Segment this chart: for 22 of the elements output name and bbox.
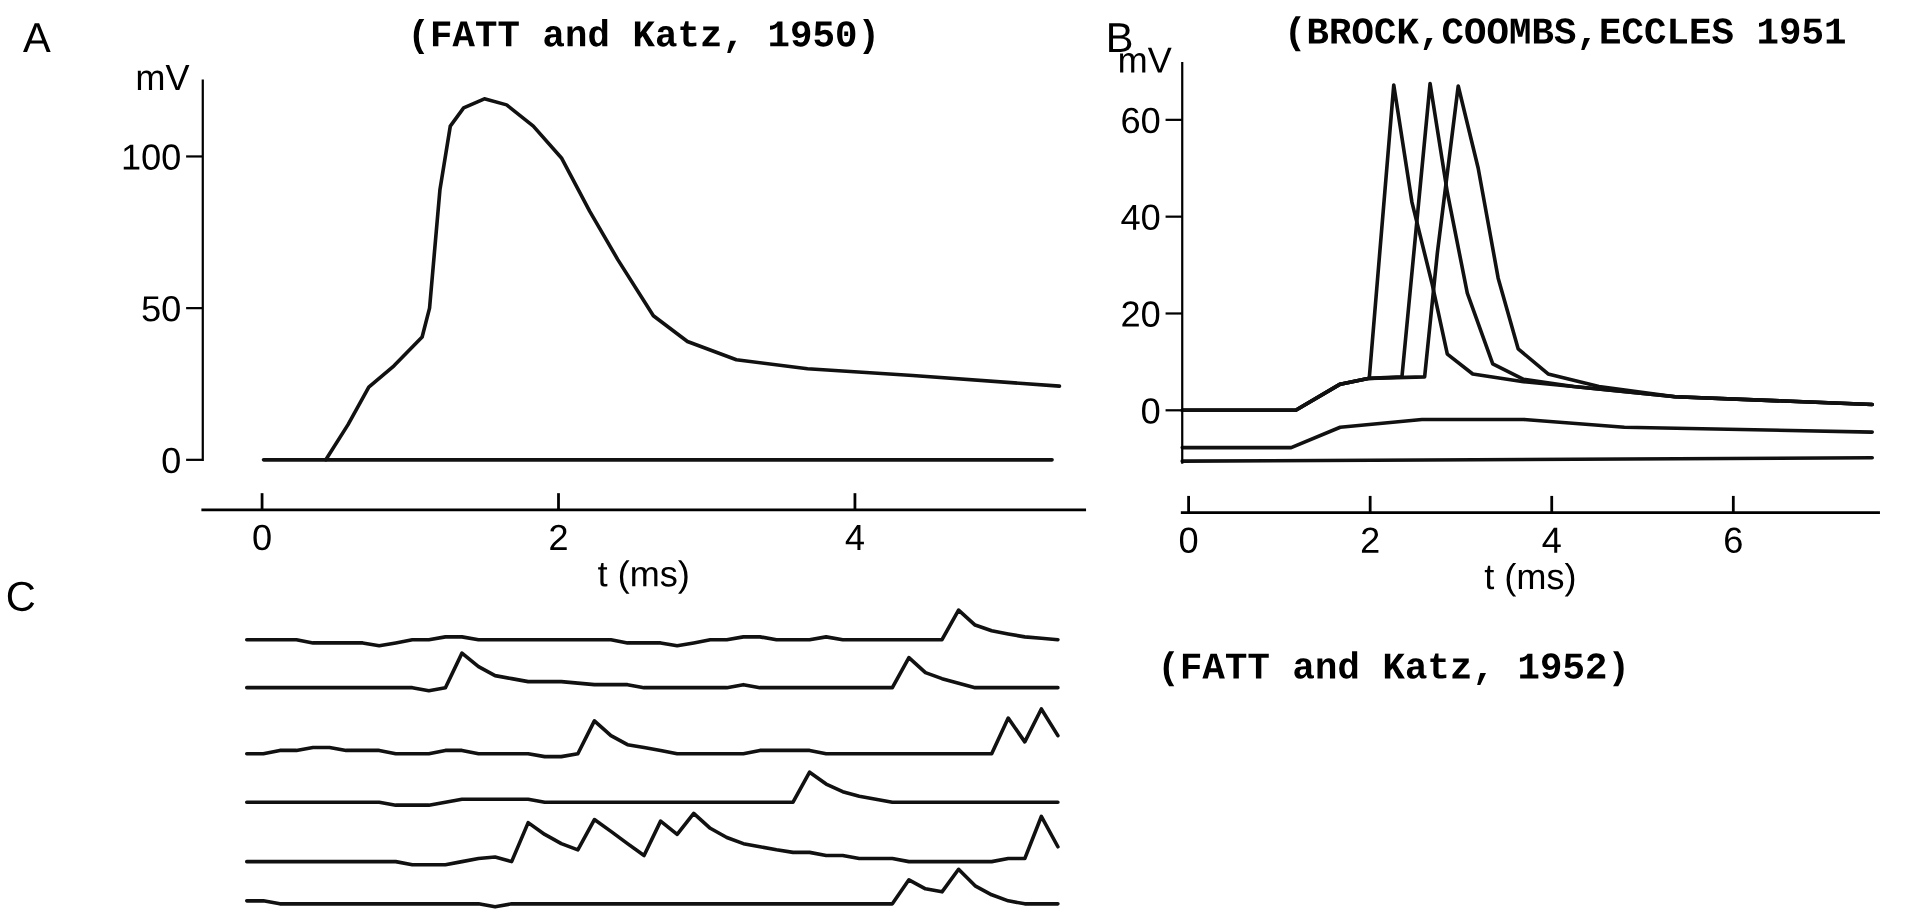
x-tick-label: 0: [1179, 527, 1198, 553]
x-tick-label: 2: [1361, 527, 1379, 553]
y-tick-label: 50: [142, 296, 180, 322]
x-tick-label: 4: [1542, 527, 1561, 553]
y-tick-label: 0: [162, 447, 180, 474]
y-tick-label: 40: [1121, 204, 1160, 231]
y-tick-label: 100: [123, 144, 180, 170]
x-tick-label: 2: [550, 524, 567, 550]
x-tick-label: 0: [253, 524, 271, 551]
x-tick-label: 6: [1725, 527, 1742, 553]
text: (FATT and Katz, 1952): [1163, 651, 1624, 687]
x-axis-title: t (ms): [598, 560, 688, 594]
chart-title: (FATT and Katz, 1950): [413, 19, 874, 55]
x-axis-title: t (ms): [1484, 562, 1575, 597]
text: A: [23, 23, 51, 52]
text: C: [7, 581, 35, 612]
y-tick-label: 20: [1122, 301, 1160, 327]
y-tick-label: 60: [1122, 107, 1160, 134]
y-tick-label: 0: [1142, 398, 1160, 424]
y-axis-title: mV: [137, 65, 190, 90]
chart-title: (BROCK,COOMBS,ECCLES 1951: [1290, 16, 1845, 52]
x-tick-label: 4: [845, 525, 864, 550]
